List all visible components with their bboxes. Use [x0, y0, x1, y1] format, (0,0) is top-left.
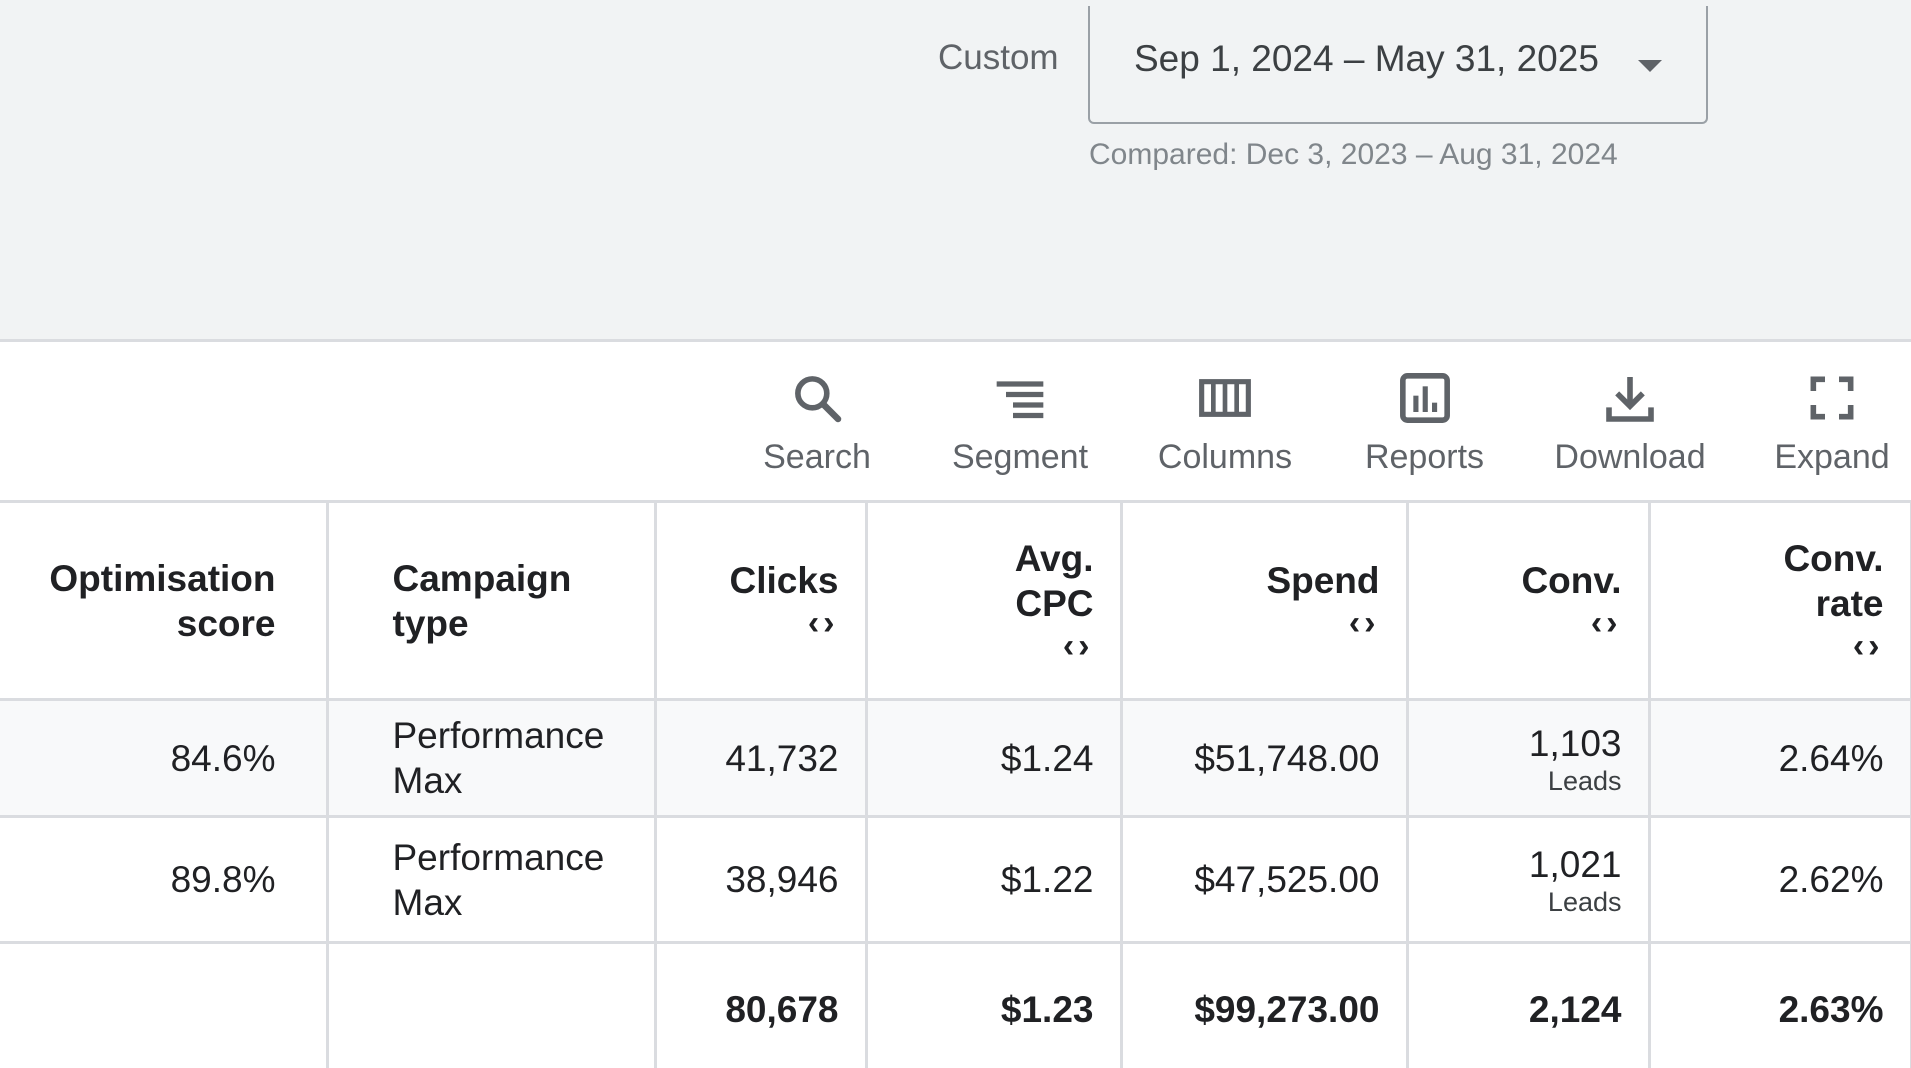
header-label: Clicks [729, 560, 839, 601]
download-label: Download [1554, 438, 1706, 476]
header-label: type [392, 602, 469, 644]
clicks-cell: 38,946 [653, 815, 868, 944]
total-empty-cell [325, 941, 657, 1068]
total-spend-cell: $99,273.00 [1119, 941, 1409, 1068]
download-button[interactable]: Download [1548, 342, 1712, 502]
download-icon [1602, 370, 1658, 426]
search-button[interactable]: Search [752, 342, 882, 502]
campaign-type-text: Max [392, 881, 463, 923]
campaign-type-cell: Performance Max [325, 815, 657, 944]
conv-unit: Leads [1547, 887, 1622, 917]
reports-label: Reports [1364, 438, 1485, 476]
total-conv-rate-cell: 2.63% [1647, 941, 1911, 1068]
optimisation-score-cell: 84.6% [0, 698, 329, 818]
date-range-value: Sep 1, 2024 – May 31, 2025 [1134, 38, 1599, 79]
segment-icon [992, 370, 1048, 426]
table-total-row: 80,678 $1.23 $99,273.00 2,124 2.63% [0, 941, 1911, 1068]
conv-rate-cell: 2.64% [1647, 698, 1911, 818]
total-conv-cell: 2,124 [1405, 941, 1651, 1068]
spend-cell: $51,748.00 [1119, 698, 1409, 818]
expand-label: Expand [1774, 438, 1890, 476]
clicks-cell: 41,732 [653, 698, 868, 818]
conv-cell: 1,021 Leads [1405, 815, 1651, 944]
sort-arrows-icon[interactable]: ‹› [1348, 604, 1380, 642]
header-label: Avg. [1014, 537, 1094, 579]
campaign-type-text: Performance [392, 715, 605, 756]
table-row[interactable]: 89.8% Performance Max 38,946 $1.22 $47,5… [0, 815, 1911, 944]
expand-button[interactable]: Expand [1769, 342, 1895, 502]
conv-value: 1,103 [1528, 722, 1622, 764]
sort-arrows-icon[interactable]: ‹› [1062, 626, 1094, 665]
sort-arrows-icon[interactable]: ‹› [1852, 626, 1884, 665]
total-empty-cell [0, 941, 329, 1068]
date-range-header: Custom Sep 1, 2024 – May 31, 2025 Compar… [0, 0, 1911, 342]
reports-button[interactable]: Reports [1352, 342, 1497, 502]
comparison-range: Compared: Dec 3, 2023 – Aug 31, 2024 [1089, 138, 1618, 171]
header-label: rate [1815, 582, 1884, 624]
header-label: Optimisation [49, 557, 276, 599]
campaign-type-text: Performance [392, 836, 605, 878]
reports-icon [1397, 370, 1453, 426]
conv-cell: 1,103 Leads [1405, 698, 1651, 818]
spend-cell: $47,525.00 [1119, 815, 1409, 944]
header-label: Conv. [1521, 560, 1622, 601]
header-label: score [176, 602, 276, 644]
header-campaign-type[interactable]: Campaign type [325, 500, 657, 701]
campaign-type-text: Max [392, 760, 463, 801]
columns-button[interactable]: Columns [1150, 342, 1300, 502]
sort-arrows-icon[interactable]: ‹› [1590, 604, 1622, 642]
segment-button[interactable]: Segment [940, 342, 1100, 502]
expand-icon [1804, 370, 1860, 426]
total-clicks-cell: 80,678 [653, 941, 868, 1068]
date-range-picker[interactable]: Sep 1, 2024 – May 31, 2025 [1088, 6, 1708, 124]
conv-value: 1,021 [1528, 844, 1622, 885]
search-icon [789, 370, 845, 426]
header-conv-rate[interactable]: Conv. rate ‹› [1647, 500, 1911, 701]
header-label: Spend [1266, 560, 1380, 601]
segment-label: Segment [951, 438, 1089, 476]
header-spend[interactable]: Spend ‹› [1119, 500, 1409, 701]
search-label: Search [763, 438, 871, 476]
table-row[interactable]: 84.6% Performance Max 41,732 $1.24 $51,7… [0, 698, 1911, 818]
total-avg-cpc-cell: $1.23 [864, 941, 1123, 1068]
columns-label: Columns [1157, 438, 1293, 476]
avg-cpc-cell: $1.24 [864, 698, 1123, 818]
conv-unit: Leads [1547, 765, 1622, 796]
table-toolbar: Search Segment Columns Reports Download [0, 342, 1911, 502]
columns-icon [1197, 370, 1253, 426]
campaign-type-cell: Performance Max [325, 698, 657, 818]
header-avg-cpc[interactable]: Avg. CPC ‹› [864, 500, 1123, 701]
conv-rate-cell: 2.62% [1647, 815, 1911, 944]
header-label: CPC [1015, 582, 1094, 624]
table-header-row: Optimisation score Campaign type Clicks … [0, 500, 1911, 701]
date-preset-label: Custom [938, 38, 1059, 77]
avg-cpc-cell: $1.22 [864, 815, 1123, 944]
header-conv[interactable]: Conv. ‹› [1405, 500, 1651, 701]
header-label: Campaign [392, 557, 572, 599]
dropdown-caret-icon [1638, 60, 1662, 72]
header-clicks[interactable]: Clicks ‹› [653, 500, 868, 701]
optimisation-score-cell: 89.8% [0, 815, 329, 944]
campaigns-table: Optimisation score Campaign type Clicks … [0, 500, 1911, 1068]
header-label: Conv. [1783, 537, 1884, 579]
header-optimisation-score[interactable]: Optimisation score [0, 500, 329, 701]
sort-arrows-icon[interactable]: ‹› [807, 604, 839, 642]
